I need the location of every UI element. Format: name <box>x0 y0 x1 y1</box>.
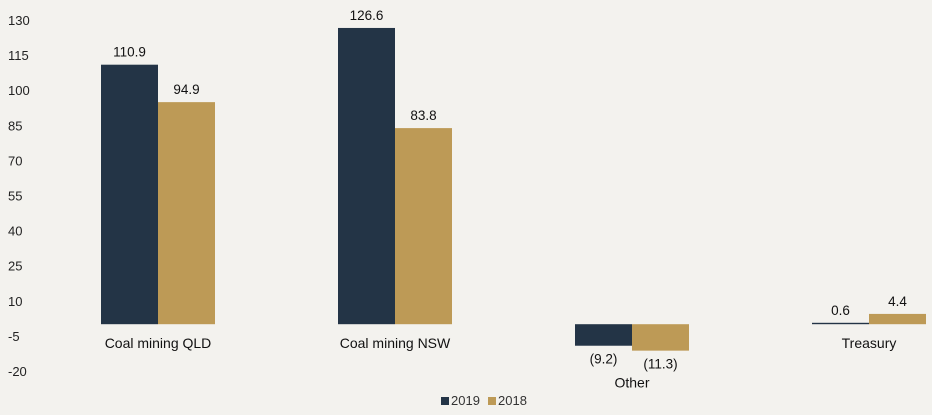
y-tick-label: 115 <box>8 48 29 63</box>
bar-2018 <box>869 313 926 325</box>
legend-swatch-2019 <box>441 397 449 405</box>
data-label: 0.6 <box>831 303 850 318</box>
bar-2018 <box>395 128 452 325</box>
y-tick-label: 100 <box>8 83 30 98</box>
legend: 2019 2018 <box>441 393 527 408</box>
y-tick-label: 85 <box>8 118 22 133</box>
y-tick-label: 55 <box>8 189 22 204</box>
category-label: Coal mining QLD <box>105 335 212 351</box>
y-tick-label: 40 <box>8 224 22 239</box>
category-label: Other <box>614 375 649 391</box>
data-label: (11.3) <box>643 357 677 372</box>
data-label: 4.4 <box>888 294 907 309</box>
bar-2019 <box>575 324 632 346</box>
y-tick-label: -20 <box>8 364 27 379</box>
legend-label: 2018 <box>498 393 527 408</box>
y-tick-label: 70 <box>8 153 22 168</box>
bar-2019 <box>812 322 869 325</box>
y-tick-label: -5 <box>8 329 20 344</box>
bar-2019 <box>101 64 158 325</box>
data-label: 110.9 <box>113 45 146 60</box>
y-tick-label: 25 <box>8 259 22 274</box>
y-tick-label: 10 <box>8 294 22 309</box>
y-tick-label: 130 <box>8 13 30 28</box>
bar-2019 <box>338 27 395 325</box>
data-label: 94.9 <box>173 82 199 97</box>
category-label: Treasury <box>842 335 897 351</box>
legend-label: 2019 <box>451 393 480 408</box>
bar-2018 <box>632 324 689 351</box>
bar-2018 <box>158 102 215 325</box>
data-label: 126.6 <box>350 8 384 23</box>
data-label: (9.2) <box>590 352 618 367</box>
bars <box>101 27 926 351</box>
data-labels: 110.9 94.9 126.6 83.8 (9.2) (11.3) 0.6 4.4 <box>113 8 907 372</box>
legend-swatch-2018 <box>488 397 496 405</box>
y-axis: 130 115 100 85 70 55 40 25 10 -5 -20 <box>8 13 30 379</box>
category-label: Coal mining NSW <box>340 335 451 351</box>
category-labels: Coal mining QLD Coal mining NSW Other Treas… <box>105 335 897 390</box>
data-label: 83.8 <box>410 108 436 123</box>
